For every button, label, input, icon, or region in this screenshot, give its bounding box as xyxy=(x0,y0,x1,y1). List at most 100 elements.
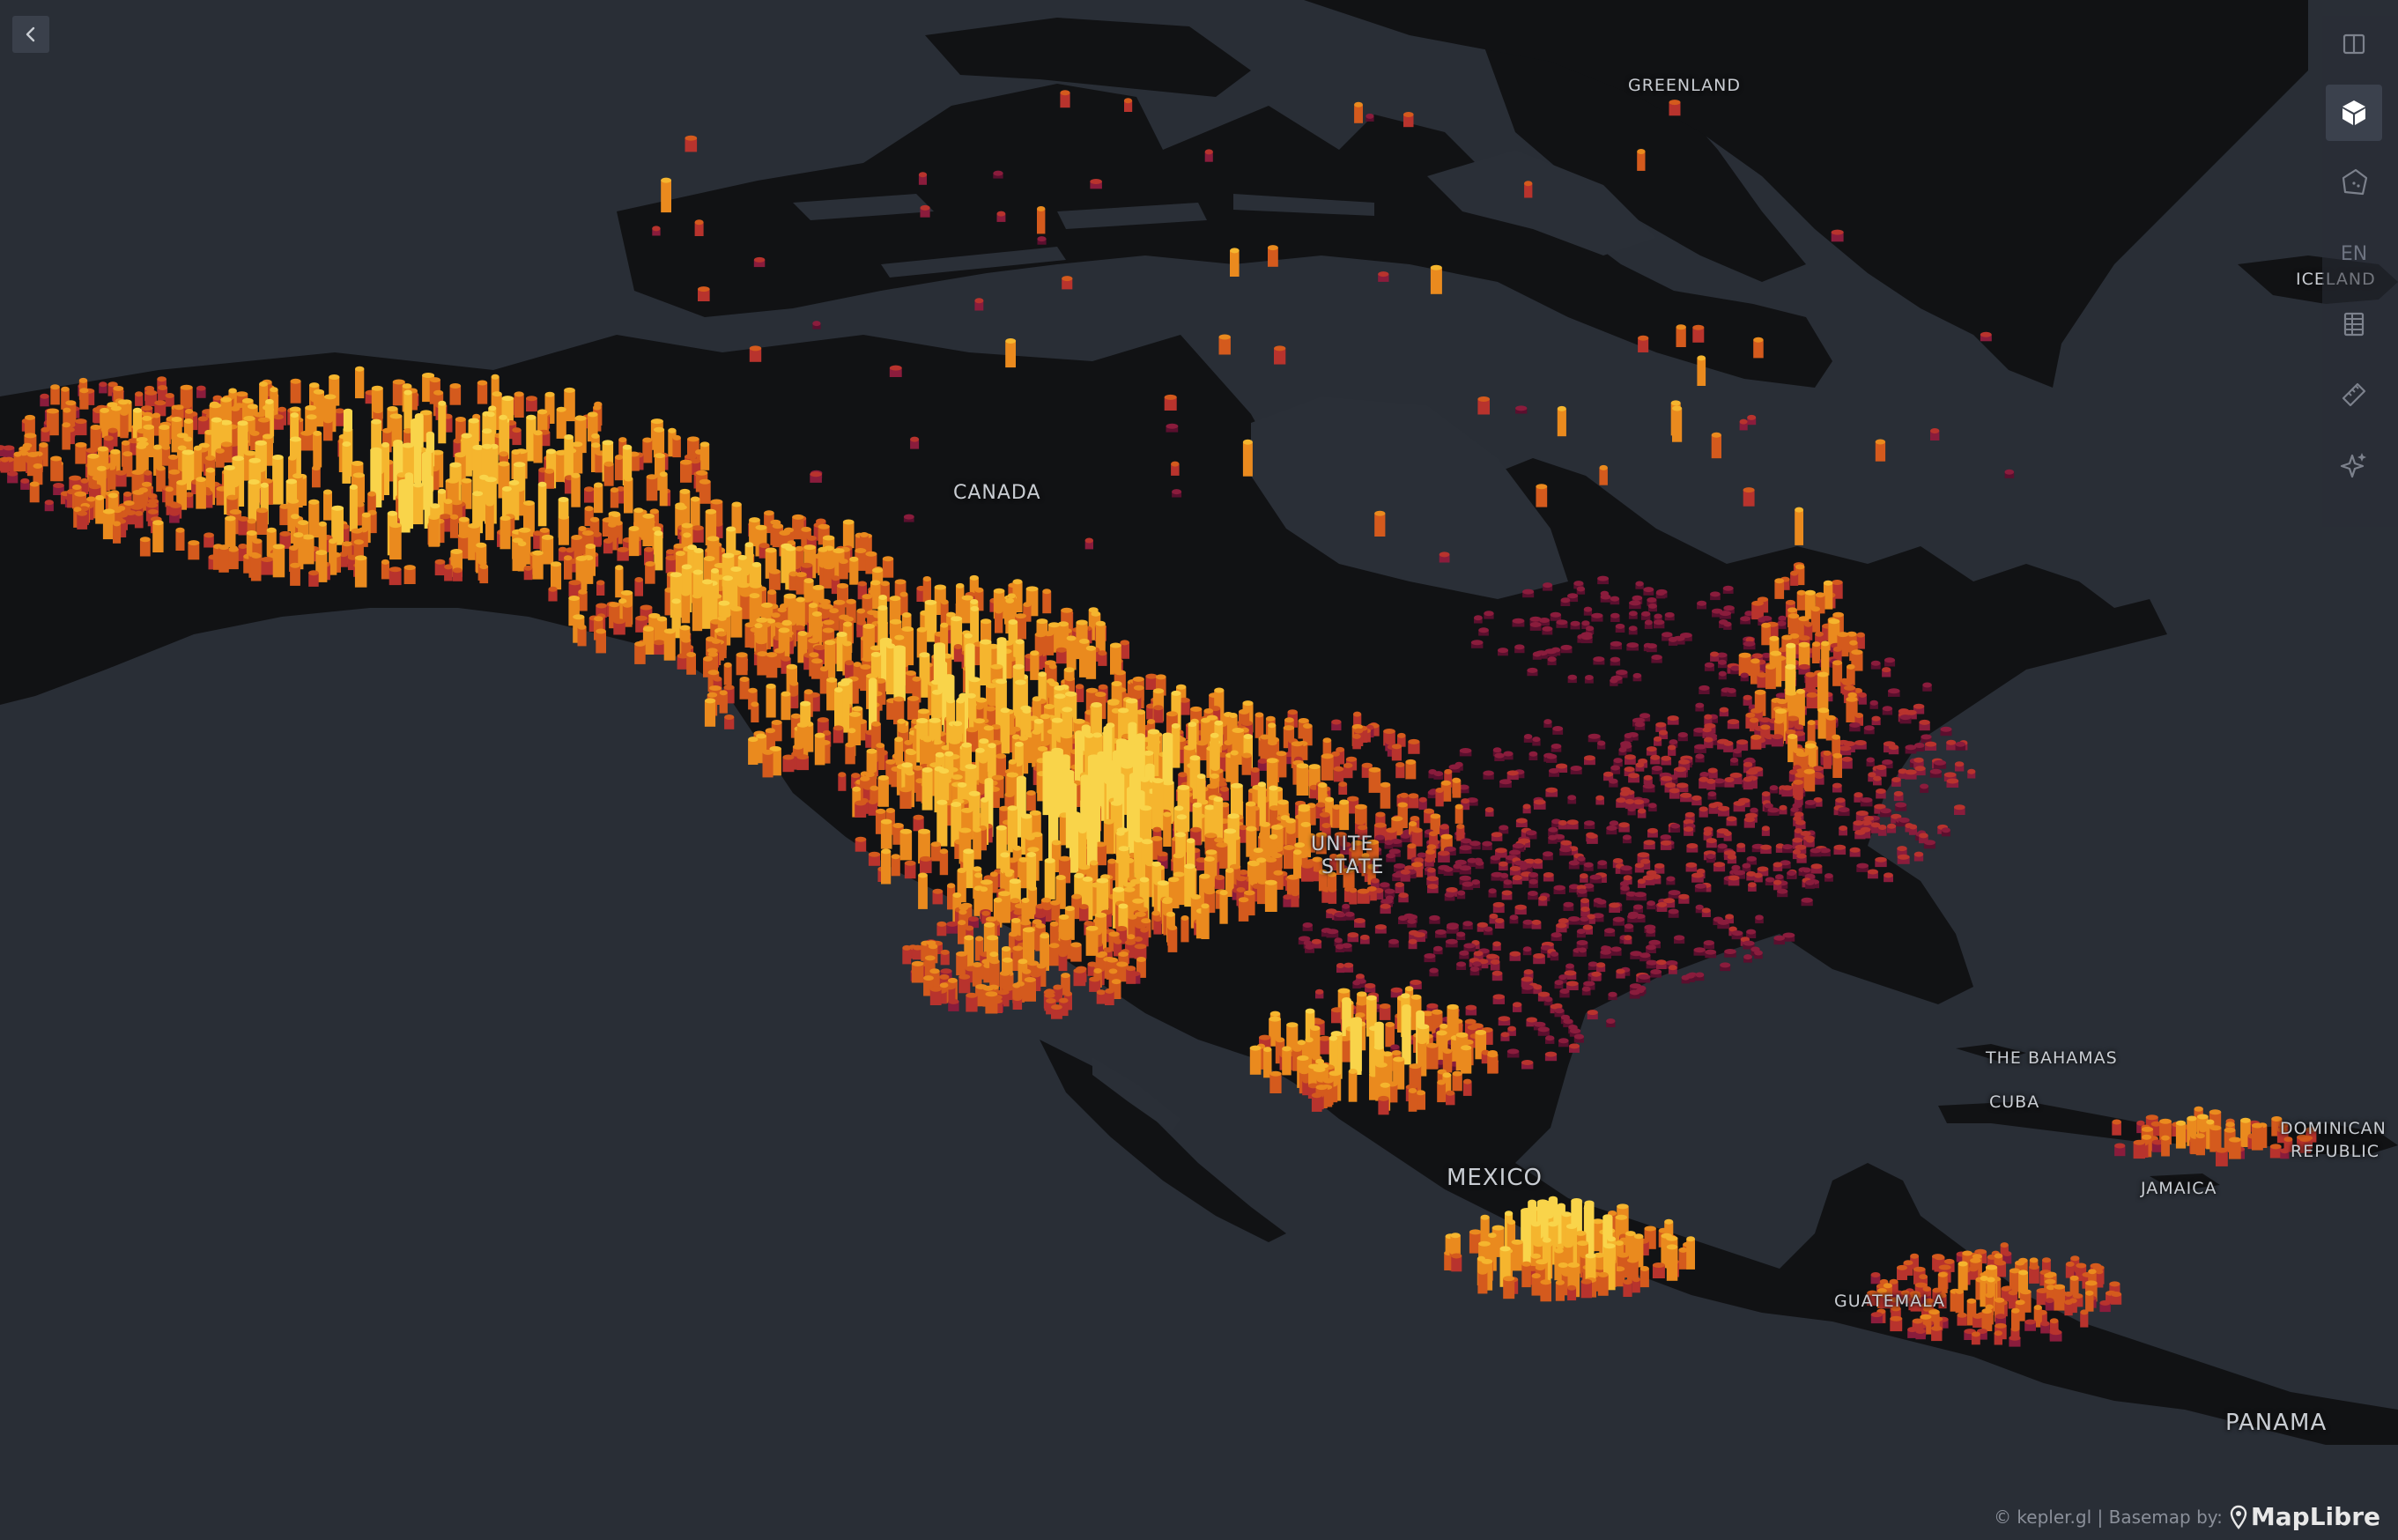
hexbin-column-top xyxy=(1543,851,1553,857)
hexbin-column xyxy=(1535,653,1548,659)
hexbin-column xyxy=(1738,655,1751,677)
hexbin-column-top xyxy=(225,515,236,522)
hexbin-column-top xyxy=(169,502,182,508)
hexbin-column-top xyxy=(1253,848,1263,854)
hexbin-column-top xyxy=(1856,863,1869,869)
hexbin-column-top xyxy=(1921,734,1932,740)
hexbin-column-top xyxy=(1832,734,1840,740)
hexbin-column xyxy=(920,612,929,641)
hexbin-column-top xyxy=(1750,707,1763,714)
hexbin-column xyxy=(1680,635,1692,641)
hexbin-column xyxy=(587,414,598,442)
hexbin-column-top xyxy=(238,544,248,549)
hexbin-column xyxy=(703,658,714,677)
hexbin-column-top xyxy=(1702,727,1712,733)
hexbin-column xyxy=(719,692,728,714)
hexbin-column xyxy=(842,624,853,653)
hexbin-column-top xyxy=(1654,619,1665,626)
hexbin-column xyxy=(532,552,544,580)
hexbin-column-top xyxy=(1727,719,1740,725)
hexbin-column-top xyxy=(624,476,633,482)
hexbin-column-top xyxy=(1806,837,1815,843)
hexbin-column-top xyxy=(901,626,914,632)
hexbin-column xyxy=(672,437,681,458)
hexbin-column xyxy=(514,394,524,418)
hexbin-column-top xyxy=(1790,570,1799,576)
hexbin-column-top xyxy=(230,405,241,411)
hexbin-column-top xyxy=(756,617,768,623)
hexbin-column xyxy=(1593,659,1605,665)
hexbin-column-top xyxy=(803,544,817,551)
hexbin-column xyxy=(1037,239,1047,245)
hexbin-column-top xyxy=(53,483,64,488)
hexbin-column xyxy=(1095,623,1106,656)
hexbin-column xyxy=(1751,603,1764,620)
hexbin-column-top xyxy=(724,714,735,720)
hexbin-column xyxy=(1823,582,1833,610)
hexbin-column-top xyxy=(596,580,605,586)
hexbin-column-top xyxy=(1646,643,1657,649)
hexbin-column xyxy=(1171,463,1180,476)
hexbin-column-top xyxy=(648,612,661,618)
hexbin-column-top xyxy=(1625,754,1636,760)
hexbin-column xyxy=(1930,431,1940,441)
hexbin-column-top xyxy=(1934,759,1946,766)
hexbin-column-top xyxy=(792,744,804,750)
hexbin-column-top xyxy=(457,533,470,538)
hexbin-column-top xyxy=(273,414,284,420)
hexbin-column xyxy=(1015,641,1025,686)
hexbin-column-top xyxy=(1459,865,1472,871)
hexbin-column-top xyxy=(1484,611,1494,617)
hexbin-column-top xyxy=(893,645,906,651)
hexbin-column-top xyxy=(823,564,835,570)
hexbin-column-top xyxy=(352,461,364,466)
hexbin-column-top xyxy=(452,567,463,574)
hexbin-column-top xyxy=(1548,834,1558,840)
hexbin-column-top xyxy=(235,391,248,397)
hexbin-column-top xyxy=(1654,613,1662,619)
hexbin-column-top xyxy=(323,489,332,495)
hexbin-column-top xyxy=(620,589,633,596)
hexbin-column-top xyxy=(692,525,704,531)
hexbin-column-top xyxy=(694,219,704,226)
hexbin-column-top xyxy=(156,465,166,471)
hexbin-column-top xyxy=(453,438,463,444)
hexbin-column xyxy=(371,421,381,471)
hexbin-column-top xyxy=(1081,724,1091,730)
hexbin-column-top xyxy=(974,587,984,593)
hexbin-column xyxy=(1616,672,1628,678)
hexbin-column-top xyxy=(906,750,917,756)
hexbin-column-top xyxy=(871,721,881,727)
hexbin-column-top xyxy=(683,532,692,538)
hexbin-column xyxy=(1858,694,1867,705)
hexbin-column-top xyxy=(1743,640,1756,647)
hexbin-column-top xyxy=(433,389,444,396)
hexbin-column-top xyxy=(33,463,43,469)
hexbin-column xyxy=(1692,327,1705,343)
hexbin-column xyxy=(937,663,948,725)
hexbin-column-top xyxy=(1080,774,1091,781)
hexbin-column-top xyxy=(102,508,115,515)
hexbin-column xyxy=(1529,618,1542,625)
hexbin-column-top xyxy=(1121,763,1133,769)
hexbin-column-top xyxy=(1637,852,1650,858)
hexbin-column-top xyxy=(315,550,328,556)
hexbin-column-top xyxy=(1547,656,1557,663)
hexbin-column-top xyxy=(1770,650,1782,656)
hexbin-column-top xyxy=(1477,396,1490,402)
hexbin-column xyxy=(694,222,704,236)
hexbin-column-top xyxy=(61,386,70,392)
hexbin-column xyxy=(77,513,88,529)
hexbin-column xyxy=(766,685,776,718)
hexbin-column-top xyxy=(1694,744,1706,750)
hexbin-column-top xyxy=(748,687,758,693)
hexbin-column-top xyxy=(1609,778,1618,784)
hexbin-column-top xyxy=(472,413,481,419)
hexbin-column-top xyxy=(1676,324,1686,330)
hexbin-column-top xyxy=(1650,754,1661,760)
hexbin-column-top xyxy=(1684,826,1694,833)
hexbin-column-top xyxy=(1061,607,1073,613)
hexbin-column-top xyxy=(979,738,989,744)
hexbin-column xyxy=(675,553,685,581)
